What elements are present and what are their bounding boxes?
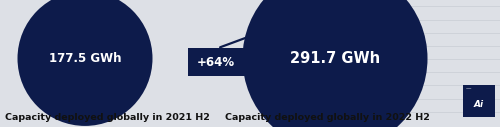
- Text: Ai: Ai: [474, 100, 484, 109]
- FancyBboxPatch shape: [188, 48, 245, 76]
- Text: +64%: +64%: [197, 56, 235, 69]
- Text: Capacity deployed globally in 2022 H2: Capacity deployed globally in 2022 H2: [225, 113, 430, 122]
- Text: 177.5 GWh: 177.5 GWh: [49, 52, 121, 65]
- Text: Capacity deployed globally in 2021 H2: Capacity deployed globally in 2021 H2: [5, 113, 210, 122]
- Ellipse shape: [242, 0, 428, 127]
- Ellipse shape: [18, 0, 152, 126]
- Text: 291.7 GWh: 291.7 GWh: [290, 51, 380, 66]
- Text: —: —: [466, 86, 471, 91]
- FancyBboxPatch shape: [462, 85, 495, 117]
